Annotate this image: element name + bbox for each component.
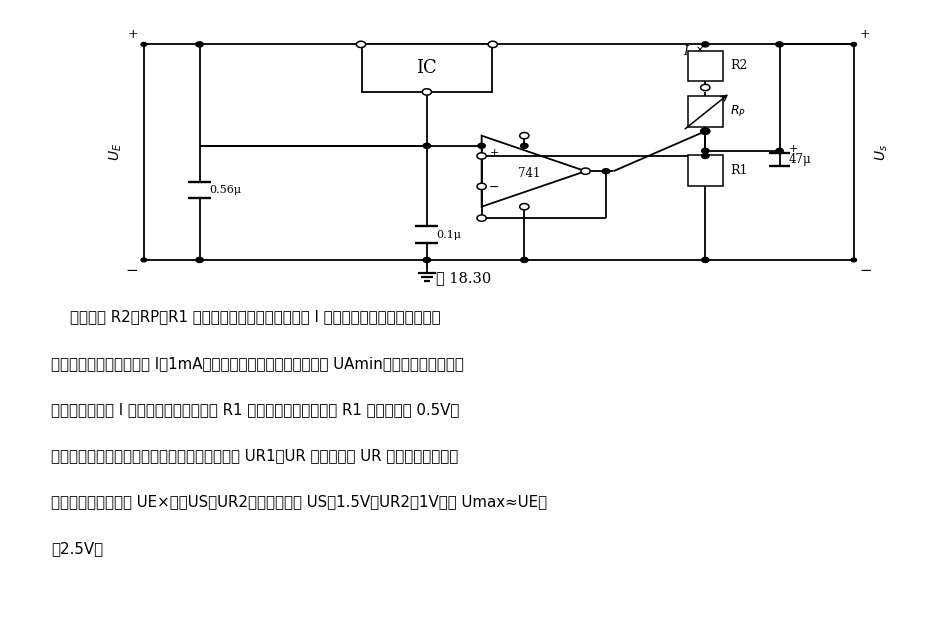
Text: 741: 741	[517, 167, 540, 180]
Circle shape	[141, 42, 146, 46]
Text: 0.1μ: 0.1μ	[436, 230, 461, 240]
Text: $U_E$: $U_E$	[108, 143, 124, 161]
Circle shape	[520, 143, 527, 148]
Text: 以稳定运算放大器的工作范围。最低输出电压由 UR1＋UR 决定，这里 UR 集成稳压器恒定电: 以稳定运算放大器的工作范围。最低输出电压由 UR1＋UR 决定，这里 UR 集成…	[51, 448, 458, 463]
Bar	[687, 155, 722, 186]
Text: I: I	[683, 46, 688, 58]
Text: +: +	[489, 148, 499, 158]
Circle shape	[701, 42, 708, 47]
Circle shape	[580, 168, 590, 174]
Circle shape	[476, 215, 486, 221]
Circle shape	[196, 42, 203, 47]
Circle shape	[519, 133, 528, 139]
Circle shape	[423, 143, 430, 148]
Circle shape	[701, 148, 708, 153]
Circle shape	[775, 148, 782, 153]
Text: R1: R1	[730, 164, 747, 177]
Circle shape	[850, 42, 856, 46]
Text: −: −	[125, 264, 138, 278]
Circle shape	[356, 41, 365, 48]
Circle shape	[520, 257, 527, 262]
Text: 出电压值时电流 I 也应相应地变大。电阻 R1 取值应使低输出电压下 R1 上电压大于 0.5V，: 出电压值时电流 I 也应相应地变大。电阻 R1 取值应使低输出电压下 R1 上电…	[51, 402, 459, 417]
Circle shape	[700, 128, 709, 134]
Text: $U_s$: $U_s$	[872, 144, 889, 160]
Text: 大器的输入电流，即约为 I＝1mA。但它又决定于输出电压最低值 UAmin。故在调节到最高输: 大器的输入电流，即约为 I＝1mA。但它又决定于输出电压最低值 UAmin。故在…	[51, 356, 464, 371]
Text: 该电路中 R2＋RP＋R1 支路电阻值的大小决定了电流 I 的大小，此电流应大于运算放: 该电路中 R2＋RP＋R1 支路电阻值的大小决定了电流 I 的大小，此电流应大于…	[51, 309, 440, 325]
Text: －2.5V。: －2.5V。	[51, 541, 103, 556]
Circle shape	[476, 183, 486, 190]
Text: 0.56μ: 0.56μ	[209, 185, 241, 195]
Text: −: −	[858, 264, 871, 278]
Circle shape	[701, 153, 708, 158]
Circle shape	[519, 204, 528, 210]
Circle shape	[700, 84, 709, 91]
Circle shape	[602, 169, 609, 174]
Text: 47μ: 47μ	[788, 153, 810, 166]
Bar	[687, 96, 722, 127]
Text: −: −	[488, 181, 499, 194]
Text: $R_P$: $R_P$	[730, 104, 745, 119]
Circle shape	[488, 41, 497, 48]
Text: +: +	[128, 27, 138, 41]
Text: R2: R2	[730, 60, 747, 72]
Circle shape	[423, 257, 430, 262]
Circle shape	[476, 153, 486, 159]
Circle shape	[701, 129, 708, 134]
Circle shape	[477, 143, 485, 148]
Text: ✕: ✕	[695, 45, 703, 55]
Bar	[687, 51, 722, 81]
Text: IC: IC	[416, 59, 437, 77]
Text: +: +	[858, 27, 869, 41]
Text: 压。最大输出电压由 UE×（－US＋UR2）决定。如果 US＝1.5V，UR2＝1V，则 Umax≈UE＝: 压。最大输出电压由 UE×（－US＋UR2）决定。如果 US＝1.5V，UR2＝…	[51, 495, 547, 510]
Text: +: +	[788, 144, 797, 154]
Circle shape	[775, 42, 782, 47]
Circle shape	[196, 257, 203, 262]
Circle shape	[850, 258, 856, 262]
Text: 图 18.30: 图 18.30	[436, 271, 491, 285]
Circle shape	[701, 257, 708, 262]
Circle shape	[422, 89, 431, 95]
Bar	[362, 44, 491, 92]
Circle shape	[141, 258, 146, 262]
